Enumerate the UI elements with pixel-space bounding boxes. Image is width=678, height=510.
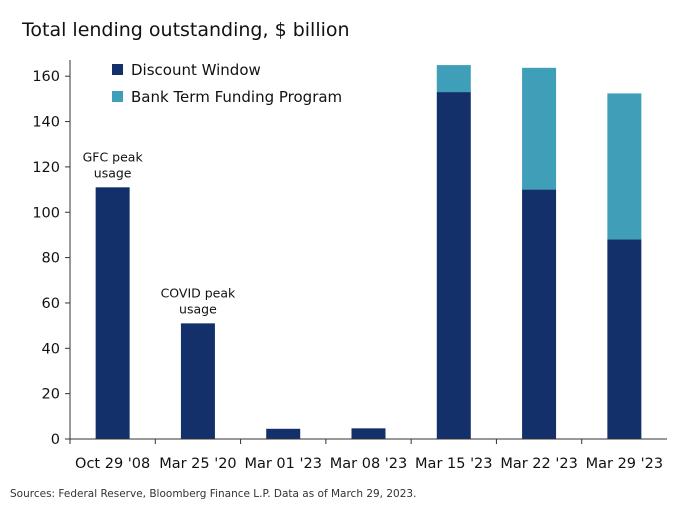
source-note: Sources: Federal Reserve, Bloomberg Fina…	[10, 488, 416, 500]
x-tick-label: Mar 08 '23	[330, 456, 407, 472]
annotation-0-line-0: GFC peak	[83, 149, 144, 164]
bar-btfp-6	[607, 93, 642, 240]
bars-group	[95, 65, 642, 439]
legend-swatch-0	[112, 64, 123, 75]
x-tick-label: Oct 29 '08	[75, 456, 150, 472]
bar-discount-window-2	[266, 428, 301, 439]
annotation-1-line-0: COVID peak	[161, 285, 236, 300]
legend: Discount Window Bank Term Funding Program	[112, 61, 342, 106]
y-tick-label: 140	[32, 115, 60, 131]
bar-discount-window-6	[607, 239, 642, 439]
y-tick-label: 40	[42, 341, 60, 357]
annotation-1-line-1: usage	[179, 301, 217, 316]
y-tick-label: 120	[32, 160, 60, 176]
y-tick-label: 80	[42, 251, 60, 267]
y-tick-label: 60	[42, 296, 60, 312]
bar-discount-window-0	[95, 187, 130, 439]
chart-title: Total lending outstanding, $ billion	[21, 19, 350, 41]
legend-label-1: Bank Term Funding Program	[131, 88, 342, 106]
annotation-0-line-1: usage	[94, 165, 132, 180]
legend-label-0: Discount Window	[131, 61, 261, 79]
legend-swatch-1	[112, 91, 123, 102]
y-axis: 0 20 40 60 80 100 120 140 160	[32, 60, 71, 448]
x-axis: Oct 29 '08 Mar 25 '20 Mar 01 '23 Mar 08 '23…	[69, 438, 667, 472]
y-tick-label: 0	[51, 432, 60, 448]
bar-discount-window-3	[351, 428, 386, 439]
x-tick-label: Mar 01 '23	[244, 456, 321, 472]
y-tick-label: 160	[32, 69, 60, 85]
y-tick-label: 20	[42, 387, 60, 403]
bar-btfp-5	[522, 67, 557, 190]
bar-discount-window-4	[436, 92, 471, 439]
bar-discount-window-1	[180, 323, 215, 439]
x-tick-label: Mar 25 '20	[159, 456, 236, 472]
x-tick-label: Mar 15 '23	[415, 456, 492, 472]
bar-discount-window-5	[522, 189, 557, 439]
x-tick-label: Mar 22 '23	[500, 456, 577, 472]
x-tick-label: Mar 29 '23	[586, 456, 663, 472]
y-tick-label: 100	[32, 205, 60, 221]
bar-btfp-4	[436, 65, 471, 93]
